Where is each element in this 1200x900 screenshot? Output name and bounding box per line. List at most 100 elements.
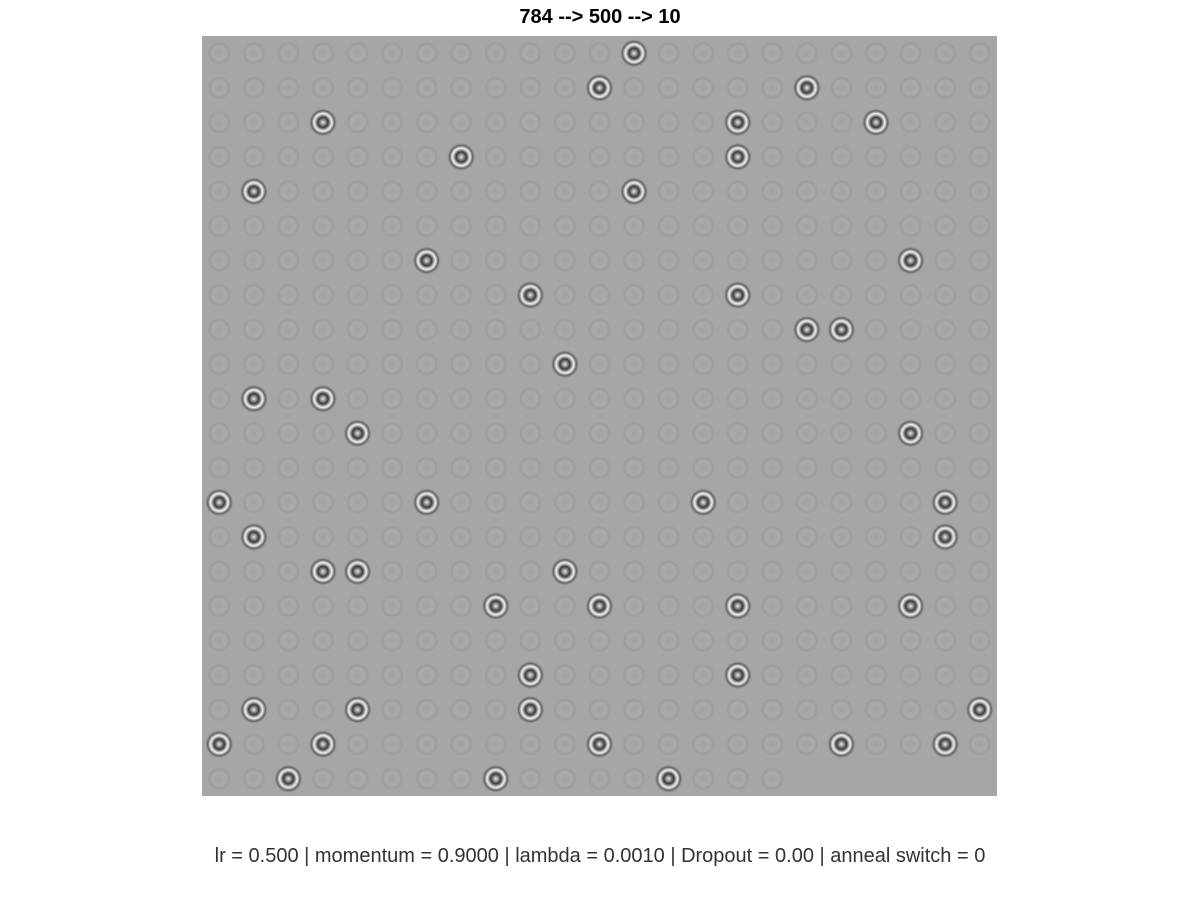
- weight-tile: [517, 40, 543, 66]
- weight-tile-strong: [619, 176, 649, 206]
- weight-tile: [794, 420, 820, 446]
- weight-tile: [379, 144, 405, 170]
- weight-tile: [656, 179, 682, 204]
- weight-tile: [379, 697, 405, 723]
- weight-tile: [483, 109, 509, 135]
- weight-tile: [725, 524, 751, 550]
- weight-tile: [967, 75, 993, 101]
- weight-tile: [552, 75, 578, 101]
- weight-tile: [725, 248, 751, 273]
- weight-tile: [345, 489, 370, 515]
- weight-tile: [483, 420, 509, 446]
- weight-tile: [448, 593, 474, 619]
- weight-tile: [414, 109, 440, 135]
- weight-tile: [552, 317, 578, 343]
- weight-tile: [690, 317, 716, 343]
- weight-tile: [275, 697, 301, 723]
- weight-tile: [690, 386, 716, 412]
- weight-tile: [587, 420, 612, 446]
- weight-tile: [448, 179, 474, 204]
- weight-tile: [448, 213, 474, 239]
- weight-tile: [898, 628, 924, 653]
- weight-tile: [310, 420, 336, 446]
- weight-tile: [552, 282, 578, 308]
- weight-tile: [345, 75, 370, 101]
- weight-tile: [690, 248, 716, 273]
- weight-tile: [656, 662, 682, 688]
- weight-tile: [863, 593, 889, 619]
- weight-tile: [829, 282, 854, 308]
- weight-tile: [379, 489, 405, 515]
- weight-tile: [690, 766, 716, 792]
- weight-tile: [967, 628, 993, 653]
- weight-tile: [898, 213, 924, 239]
- weight-tile: [967, 489, 993, 515]
- weight-tile: [517, 455, 543, 481]
- weight-tile: [275, 559, 301, 584]
- weight-tile: [621, 420, 647, 446]
- weight-tile: [656, 351, 682, 377]
- weight-tile: [483, 144, 509, 170]
- weight-tile: [621, 731, 647, 757]
- weight-tile: [621, 75, 647, 101]
- weight-tile: [552, 420, 578, 446]
- weight-tile: [656, 317, 682, 343]
- weight-tile: [656, 559, 682, 584]
- weight-tile-strong: [550, 349, 580, 379]
- weight-tile: [206, 593, 232, 619]
- weight-tile: [483, 524, 509, 550]
- weight-tile: [621, 524, 647, 550]
- weight-tile: [310, 455, 336, 481]
- weight-tile: [656, 109, 682, 135]
- weight-tile-strong: [550, 556, 580, 586]
- weight-tile: [863, 317, 889, 343]
- weight-tile: [621, 248, 647, 273]
- weight-tile: [206, 179, 232, 204]
- weight-tile: [241, 662, 267, 688]
- weight-tile: [206, 628, 232, 653]
- weight-tile: [206, 386, 232, 412]
- weight-tile-strong: [792, 315, 822, 345]
- weight-tile-strong: [930, 487, 960, 517]
- weight-tile: [206, 351, 232, 377]
- weight-tile: [206, 109, 232, 135]
- weight-tile: [759, 248, 785, 273]
- weight-tile: [345, 213, 370, 239]
- weight-tile: [552, 489, 578, 515]
- weight-tile-strong: [584, 591, 615, 621]
- weight-tile: [621, 109, 647, 135]
- weight-tile: [414, 40, 440, 66]
- weight-tile: [725, 75, 751, 101]
- weight-tile: [206, 248, 232, 273]
- weight-tile: [967, 386, 993, 412]
- weight-tile: [379, 317, 405, 343]
- weight-tile: [448, 697, 474, 723]
- weight-tile: [967, 213, 993, 239]
- weight-tile: [517, 317, 543, 343]
- weight-tile: [725, 731, 751, 757]
- weight-tile: [829, 248, 854, 273]
- weight-tile: [898, 317, 924, 343]
- weight-tile-strong: [308, 556, 338, 586]
- weight-tile: [690, 628, 716, 653]
- weight-tile: [794, 455, 820, 481]
- weight-tile: [379, 109, 405, 135]
- weight-tile: [275, 524, 301, 550]
- weight-tile: [517, 524, 543, 550]
- weight-tile-strong: [515, 695, 545, 725]
- weight-tile: [379, 40, 405, 66]
- weight-tile: [794, 697, 820, 723]
- weight-tile: [898, 109, 924, 135]
- weight-tile: [448, 282, 474, 308]
- weight-tile: [275, 75, 301, 101]
- weight-tile: [379, 179, 405, 204]
- weight-tile: [656, 697, 682, 723]
- weight-tile: [517, 628, 543, 653]
- weight-tile: [690, 282, 716, 308]
- weight-tile: [863, 179, 889, 204]
- weight-tile: [517, 489, 543, 515]
- weight-tile: [829, 697, 854, 723]
- weight-tile: [587, 697, 612, 723]
- weight-tile-strong: [896, 418, 926, 448]
